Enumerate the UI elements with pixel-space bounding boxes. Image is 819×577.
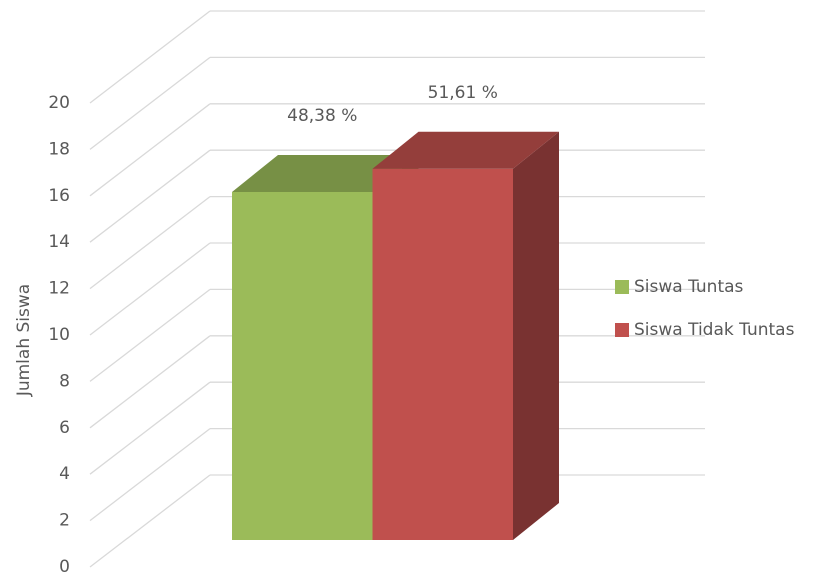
legend-swatch xyxy=(615,323,629,337)
legend-swatch xyxy=(615,280,629,294)
legend-label: Siswa Tuntas xyxy=(634,277,744,297)
y-tick-label: 14 xyxy=(48,232,70,252)
data-label: 48,38 % xyxy=(287,106,357,126)
y-tick-label: 20 xyxy=(48,93,70,113)
y-tick-label: 0 xyxy=(59,557,70,577)
grid-line xyxy=(89,428,211,522)
grid-line xyxy=(89,335,211,429)
grid-line xyxy=(89,196,211,290)
grid-line xyxy=(89,10,211,104)
data-label: 51,61 % xyxy=(428,83,498,103)
grid-line xyxy=(89,149,211,243)
grid-line xyxy=(89,474,211,568)
bar-front xyxy=(232,192,373,540)
y-tick-label: 12 xyxy=(48,279,70,299)
y-tick-label: 18 xyxy=(48,139,70,159)
y-tick-label: 16 xyxy=(48,186,70,206)
y-tick-label: 2 xyxy=(59,511,70,531)
y-tick-label: 4 xyxy=(59,464,70,484)
bar-front xyxy=(372,168,513,541)
grid-line xyxy=(89,381,211,475)
grid-line xyxy=(89,288,211,382)
bar-top xyxy=(372,131,559,169)
grid-line xyxy=(89,103,211,197)
bar-side xyxy=(513,131,559,541)
y-tick-label: 6 xyxy=(59,418,70,438)
y-tick-label: 10 xyxy=(48,325,70,345)
grid-line xyxy=(89,242,211,336)
legend-label: Siswa Tidak Tuntas xyxy=(634,320,795,340)
grid-line xyxy=(89,56,211,150)
bar-top xyxy=(232,155,419,192)
y-tick-label: 8 xyxy=(59,371,70,391)
bar xyxy=(372,131,559,541)
y-axis-label: Jumlah Siswa xyxy=(14,284,34,397)
